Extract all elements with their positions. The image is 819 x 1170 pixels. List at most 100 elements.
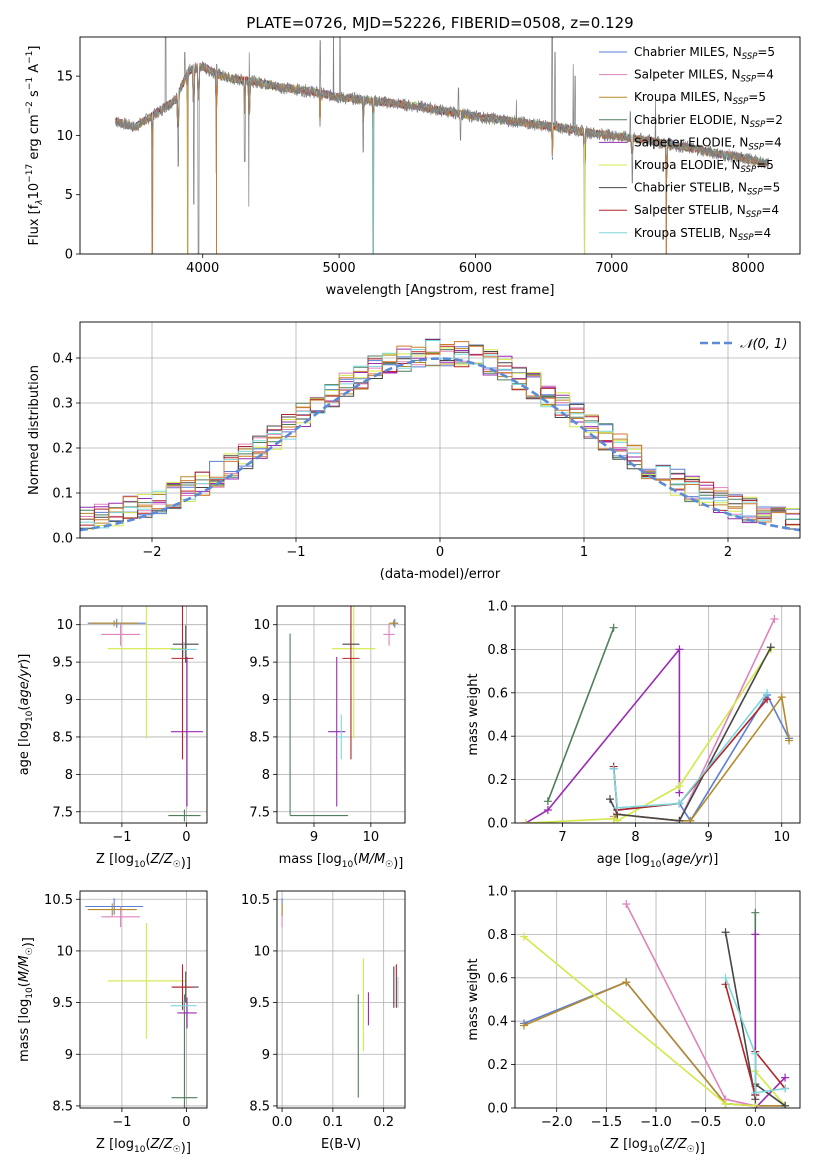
legend-sub: SSP	[742, 52, 758, 62]
y-tick-label: 8	[262, 768, 270, 783]
plot-area	[281, 898, 399, 1098]
label-part: 10	[342, 860, 354, 870]
y-axis-label: mass weight	[466, 958, 481, 1040]
legend-sub: SSP	[741, 75, 757, 85]
weight-line	[724, 977, 786, 1094]
label-part: s	[27, 90, 42, 101]
weight-line	[525, 647, 681, 823]
label-part: yr	[694, 852, 710, 867]
axes-frame	[514, 605, 801, 824]
x-tick-label: 10	[363, 830, 380, 845]
legend-entry-text: Salpeter ELODIE, NSSP=4	[634, 135, 782, 152]
label-part: )]	[695, 1141, 705, 1156]
y-tick-label: 10	[56, 944, 73, 959]
legend-entry-text: Chabrier MILES, NSSP=5	[634, 45, 775, 62]
y-tick-label: 10	[56, 618, 73, 633]
panel-spectrum: 4000 5000 6000 7000 8000 0 5 10 15 wavelength [An…	[25, 36, 801, 298]
legend-suffix: =4	[754, 226, 772, 240]
y-tick-label: 0.2	[52, 442, 73, 457]
y-tick-label: 0.8	[487, 928, 508, 943]
label-part: −1	[25, 51, 35, 64]
plot-area	[85, 898, 199, 1108]
label-part: )]	[21, 937, 36, 947]
label-part: /	[158, 1137, 165, 1152]
label-part: (	[17, 706, 32, 711]
label-part: /	[369, 852, 376, 867]
y-tick-label: 0.6	[487, 686, 508, 701]
label-part: 10	[25, 710, 35, 722]
weight-marker	[613, 803, 622, 812]
weight-marker	[751, 908, 760, 917]
legend-entry-text: 𝒩(0, 1)	[740, 337, 787, 352]
y-tick-label: 10	[253, 618, 270, 633]
y-tick-label: 10.5	[44, 893, 73, 908]
legend-label: Kroupa MILES, N	[634, 90, 733, 104]
label-part: mass [log	[279, 852, 342, 867]
weight-marker	[622, 900, 631, 909]
y-tick-label: 9	[65, 693, 73, 708]
legend-sub: SSP	[750, 120, 766, 130]
label-part: (	[145, 852, 150, 867]
legend-suffix: =5	[757, 45, 775, 59]
x-axis-label: (data-model)/error	[380, 567, 501, 582]
legend-label: Chabrier STELIB, N	[634, 181, 747, 195]
y-tick-label: 10	[56, 129, 73, 144]
weight-marker	[675, 816, 684, 823]
legend-suffix: =4	[761, 203, 779, 217]
legend-label: Salpeter MILES, N	[634, 68, 741, 82]
figure-title: PLATE=0726, MJD=52226, FIBERID=0508, z=0…	[246, 14, 633, 32]
x-tick-label: 0.0	[745, 1115, 766, 1130]
legend-entry-text: Kroupa ELODIE, NSSP=5	[634, 158, 774, 175]
y-tick-label: 9.5	[52, 656, 73, 671]
legend-suffix: =5	[756, 158, 774, 172]
weight-marker	[766, 643, 775, 652]
label-part: ☉	[385, 860, 393, 870]
normal-curve	[80, 357, 800, 532]
x-tick-label: −1	[286, 545, 305, 560]
axes-frame	[79, 321, 801, 539]
label-part: )]	[708, 852, 718, 867]
y-tick-label: 0.4	[487, 730, 508, 745]
label-part: Z [log	[610, 1137, 648, 1152]
plot-area	[519, 900, 790, 1108]
y-axis-label: Normed distribution	[27, 365, 42, 495]
y-tick-label: 10.5	[241, 893, 270, 908]
weight-marker	[519, 932, 528, 941]
label-part: /	[158, 852, 165, 867]
y-tick-label: 0.0	[487, 1102, 508, 1117]
x-tick-label: 1	[580, 545, 588, 560]
weight-marker	[543, 797, 552, 806]
label-part: −2	[25, 101, 35, 114]
weight-marker	[622, 978, 631, 987]
x-tick-label: 7	[558, 830, 566, 845]
label-part: (	[145, 1137, 150, 1152]
y-tick-label: 7.5	[249, 805, 270, 820]
label-part: 10	[648, 1145, 660, 1155]
weight-marker	[521, 819, 530, 823]
y-tick-label: 0.0	[487, 817, 508, 832]
y-tick-label: 0.4	[487, 1015, 508, 1030]
x-tick-label: −2.0	[541, 1115, 573, 1130]
y-tick-label: 0.6	[487, 971, 508, 986]
grid	[515, 890, 800, 1109]
grid	[277, 891, 405, 1108]
label-part: (	[353, 852, 358, 867]
plot-area	[289, 606, 399, 817]
legend-sub: SSP	[746, 210, 762, 220]
weight-line	[612, 698, 768, 811]
axes-frame	[514, 890, 801, 1109]
legend-entry-text: Kroupa MILES, NSSP=5	[634, 90, 766, 107]
legend-label: Chabrier MILES, N	[634, 45, 742, 59]
x-tick-label: 6000	[459, 261, 492, 276]
y-tick-label: 0.8	[487, 643, 508, 658]
y-tick-label: 9.5	[249, 656, 270, 671]
weight-line	[547, 627, 615, 802]
x-axis-label: wavelength [Angstrom, rest frame]	[326, 283, 555, 298]
legend-sub: SSP	[741, 165, 757, 175]
label-part: M	[374, 852, 385, 867]
label-part: Z	[150, 852, 161, 867]
plot-area	[115, 37, 769, 254]
weight-marker	[770, 615, 779, 624]
